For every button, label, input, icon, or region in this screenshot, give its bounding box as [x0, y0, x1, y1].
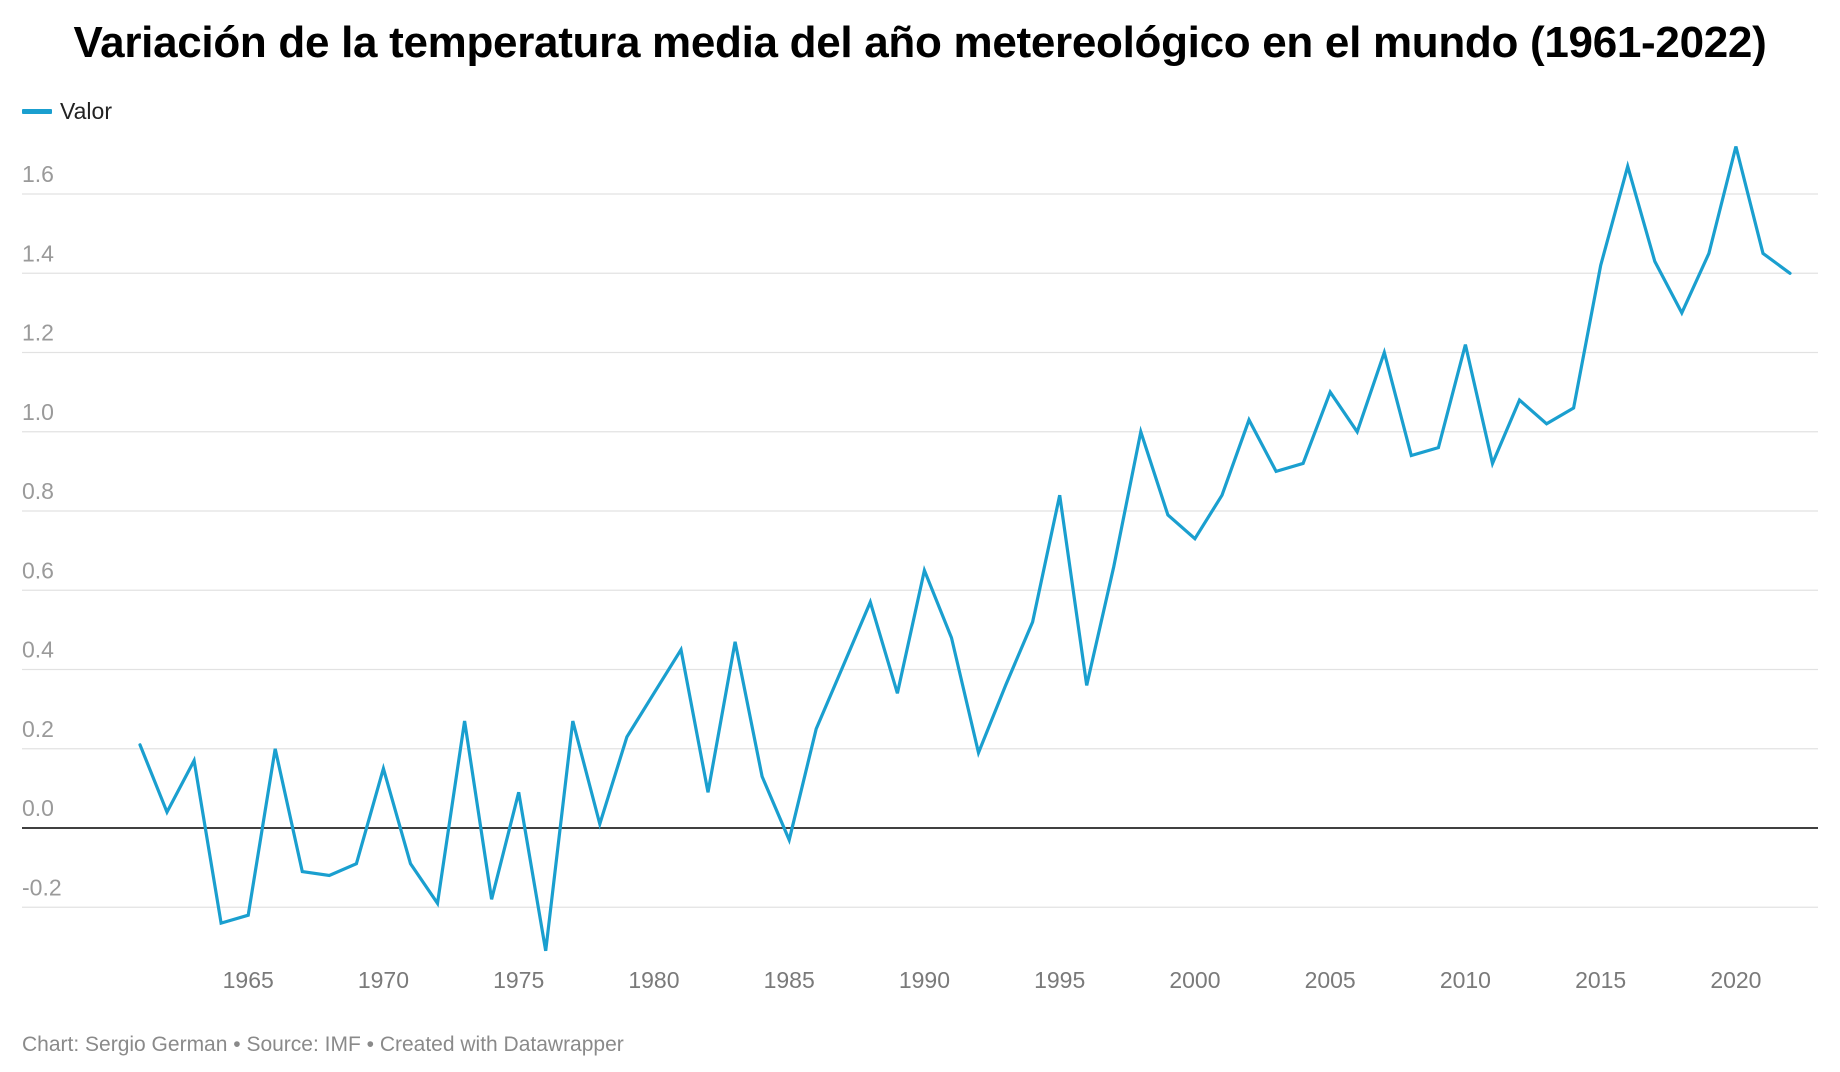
legend-label: Valor — [60, 98, 112, 124]
y-tick-label: 1.6 — [22, 161, 54, 187]
x-tick-label: 2020 — [1710, 967, 1761, 993]
y-tick-label: 0.2 — [22, 716, 54, 742]
series-line-valor — [138, 146, 1792, 952]
x-tick-label: 1990 — [899, 967, 950, 993]
y-tick-label: 1.4 — [22, 240, 54, 266]
x-tick-label: 2010 — [1440, 967, 1491, 993]
y-tick-label: -0.2 — [22, 874, 62, 900]
y-tick-label: 1.2 — [22, 320, 54, 346]
x-tick-label: 1975 — [493, 967, 544, 993]
x-tick-label: 2005 — [1305, 967, 1356, 993]
x-tick-label: 1965 — [223, 967, 274, 993]
y-tick-label: 0.0 — [22, 795, 54, 821]
legend-swatch — [22, 109, 52, 114]
chart-footer: Chart: Sergio German • Source: IMF • Cre… — [22, 1033, 624, 1056]
x-tick-label: 1985 — [764, 967, 815, 993]
y-tick-label: 0.6 — [22, 557, 54, 583]
legend: Valor — [22, 98, 112, 125]
x-tick-label: 2015 — [1575, 967, 1626, 993]
y-tick-label: 0.8 — [22, 478, 54, 504]
x-tick-label: 1995 — [1034, 967, 1085, 993]
chart-title: Variación de la temperatura media del añ… — [73, 18, 1767, 67]
y-tick-label: 1.0 — [22, 399, 54, 425]
x-tick-label: 1970 — [358, 967, 409, 993]
x-tick-label: 2000 — [1169, 967, 1220, 993]
y-tick-label: 0.4 — [22, 637, 54, 663]
x-tick-label: 1980 — [628, 967, 679, 993]
